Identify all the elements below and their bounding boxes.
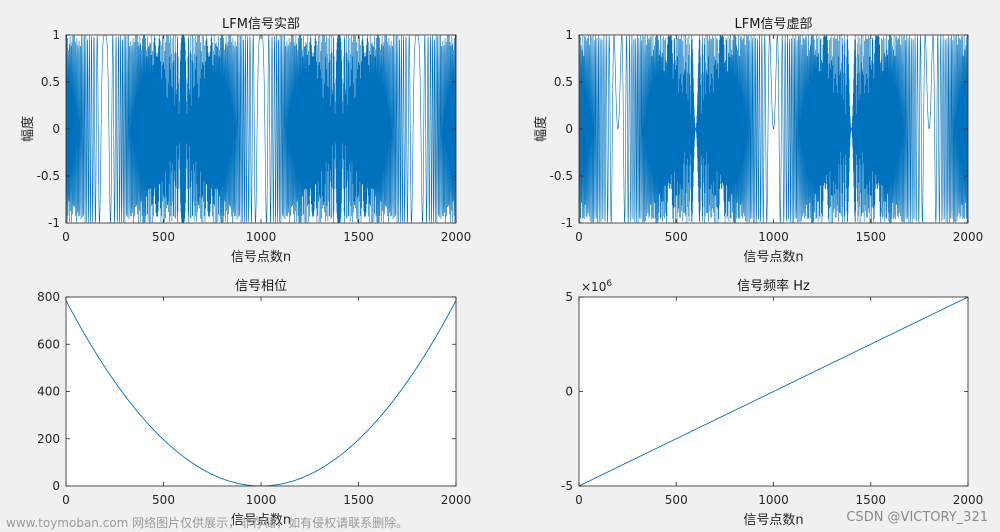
series-line-imag-0 [579,35,968,223]
chart-title: 信号频率 Hz [737,278,810,294]
y-tick-label: 400 [37,385,60,399]
y-tick-label: 200 [37,432,60,446]
x-tick-label: 1500 [343,493,374,507]
x-tick-label: 2000 [441,493,472,507]
x-axis-label: 信号点数n [231,513,291,528]
series-line-phase-0 [66,300,456,486]
y-tick-label: 1 [52,28,60,42]
watermark-left: www.toymoban.com 网络图片仅供展示，非存储，如有侵权请联系删除。 [6,516,409,530]
x-tick-label: 0 [62,230,70,244]
y-axis-label: 幅度 [533,116,549,142]
y-tick-label: -0.5 [37,169,60,183]
x-tick-label: 1500 [855,493,886,507]
y-tick-label: 800 [37,290,60,304]
y-exponent-power: 6 [606,279,612,289]
x-tick-label: 500 [665,230,688,244]
x-tick-label: 1500 [855,230,886,244]
y-exponent-label: ×106 [581,279,612,294]
series-line-real-0 [66,35,456,223]
x-tick-label: 1000 [246,230,277,244]
chart-title: 信号相位 [235,279,287,294]
y-tick-label: -5 [561,479,573,493]
y-tick-label: -1 [561,216,573,230]
x-tick-label: 1000 [246,493,277,507]
x-tick-label: 2000 [441,230,472,244]
x-tick-label: 2000 [953,230,984,244]
x-tick-label: 0 [575,493,583,507]
y-tick-label: -1 [48,216,60,230]
y-tick-label: 0 [565,122,573,136]
y-tick-label: 0 [52,479,60,493]
x-tick-label: 500 [152,230,175,244]
x-axis-label: 信号点数n [743,513,803,528]
y-tick-label: 0.5 [554,75,573,89]
chart-title: LFM信号虚部 [735,17,813,32]
y-tick-label: 5 [565,290,573,304]
x-tick-label: 1500 [343,230,374,244]
x-tick-label: 500 [152,493,175,507]
y-axis-label: 幅度 [20,116,36,142]
y-tick-label: -0.5 [550,169,573,183]
x-tick-label: 0 [575,230,583,244]
x-tick-label: 1000 [758,493,789,507]
y-tick-label: 1 [565,28,573,42]
plot-area [66,297,456,486]
x-tick-label: 1000 [758,230,789,244]
y-tick-label: 0 [52,122,60,136]
watermark-right: CSDN @VICTORY_321 [846,510,988,525]
y-tick-label: 0.5 [41,75,60,89]
chart-title: LFM信号实部 [222,17,300,32]
y-tick-label: 0 [565,385,573,399]
x-axis-label: 信号点数n [231,250,291,265]
x-tick-label: 2000 [953,493,984,507]
x-tick-label: 0 [62,493,70,507]
series-line-freq-0 [579,297,968,486]
y-tick-label: 600 [37,337,60,351]
x-tick-label: 500 [665,493,688,507]
x-axis-label: 信号点数n [743,250,803,265]
